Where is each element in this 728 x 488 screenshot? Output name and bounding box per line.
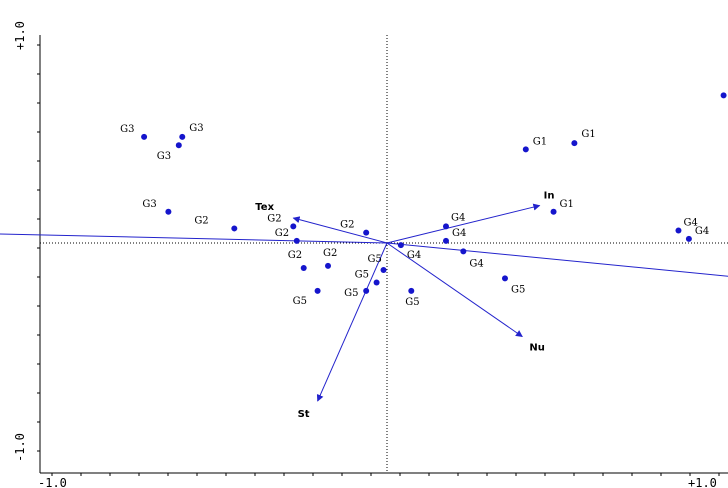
point-label-g5: G5 bbox=[511, 284, 525, 295]
point-label-g2: G2 bbox=[340, 220, 354, 231]
data-point-g3 bbox=[141, 133, 148, 140]
point-label-g5: G5 bbox=[368, 254, 382, 265]
point-label-g4: G4 bbox=[469, 258, 483, 269]
vector-arrow-el bbox=[0, 233, 388, 244]
data-point-g5 bbox=[408, 287, 415, 294]
x-tick-label-max: +1.0 bbox=[688, 476, 717, 488]
tick-marks bbox=[37, 44, 720, 476]
vector-arrow-sl bbox=[386, 242, 728, 277]
variable-vectors: TexElInSlNuSt bbox=[0, 191, 728, 420]
data-point-g3 bbox=[165, 208, 172, 215]
data-point-g2 bbox=[231, 225, 238, 232]
y-tick-label-min: -1.0 bbox=[13, 433, 27, 462]
point-label-g5: G5 bbox=[405, 297, 419, 308]
x-tick-label-min: -1.0 bbox=[38, 476, 67, 488]
data-point-g5 bbox=[314, 287, 321, 294]
point-label-g2: G2 bbox=[288, 250, 302, 261]
point-label-g2: G2 bbox=[275, 228, 289, 239]
data-point-g5 bbox=[363, 287, 370, 294]
data-point-g2 bbox=[293, 237, 300, 244]
data-point-g1 bbox=[522, 146, 529, 153]
point-label-g4: G4 bbox=[451, 212, 465, 223]
vector-label-nu: Nu bbox=[529, 343, 545, 354]
point-label-g4: G4 bbox=[452, 228, 466, 239]
y-tick-label-max: +1.0 bbox=[13, 21, 27, 50]
data-point-g2 bbox=[363, 229, 370, 236]
data-point-g4 bbox=[675, 227, 682, 234]
point-label-g3: G3 bbox=[142, 199, 156, 210]
point-label-g1: G1 bbox=[581, 129, 595, 140]
point-label-g1: G1 bbox=[533, 136, 547, 147]
point-label-g3: G3 bbox=[120, 124, 134, 135]
point-label-g2: G2 bbox=[323, 248, 337, 259]
vector-label-tex: Tex bbox=[255, 202, 274, 213]
data-point-g4 bbox=[460, 248, 467, 255]
point-label-g4: G4 bbox=[683, 218, 697, 229]
point-label-g5: G5 bbox=[293, 296, 307, 307]
data-point-g5 bbox=[501, 275, 508, 282]
vector-arrow-nu bbox=[386, 242, 523, 338]
data-point-g4 bbox=[685, 235, 692, 242]
data-point-g5 bbox=[380, 267, 387, 274]
data-point-g3 bbox=[179, 133, 186, 140]
point-label-g4: G4 bbox=[407, 250, 421, 261]
data-point-g1 bbox=[550, 208, 557, 215]
data-point-g4 bbox=[397, 242, 404, 249]
point-label-g2: G2 bbox=[267, 213, 281, 224]
point-label-g5: G5 bbox=[344, 288, 358, 299]
point-label-g4: G4 bbox=[695, 226, 709, 237]
vector-label-in: In bbox=[544, 191, 555, 202]
data-point-g4 bbox=[442, 237, 449, 244]
data-point-g1 bbox=[571, 140, 578, 147]
point-label-g1: G1 bbox=[560, 199, 574, 210]
point-label-g5: G5 bbox=[355, 270, 369, 281]
vector-arrow-in bbox=[386, 203, 541, 244]
vector-label-st: St bbox=[298, 409, 310, 420]
data-point-g1 bbox=[720, 92, 727, 99]
vector-arrow-st bbox=[316, 242, 388, 402]
point-label-g3: G3 bbox=[157, 151, 171, 162]
observation-points: G1G1G1G1G2G2G2G2G2G2G3G3G3G3G4G4G4G4G4G4… bbox=[120, 92, 727, 308]
data-point-g5 bbox=[373, 279, 380, 286]
data-point-g4 bbox=[442, 223, 449, 230]
point-label-g3: G3 bbox=[189, 123, 203, 134]
vector-arrow-tex bbox=[292, 216, 388, 244]
point-label-g2: G2 bbox=[194, 215, 208, 226]
data-point-g2 bbox=[290, 223, 297, 230]
data-point-g2 bbox=[300, 264, 307, 271]
data-point-g3 bbox=[175, 142, 182, 149]
data-point-g2 bbox=[325, 262, 332, 269]
